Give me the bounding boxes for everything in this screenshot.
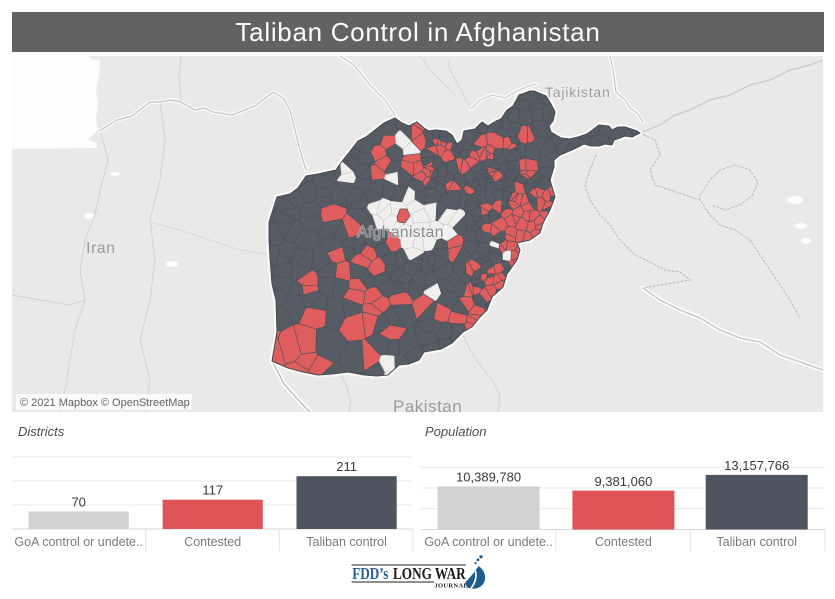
svg-text:© 2021 Mapbox © OpenStreetMap: © 2021 Mapbox © OpenStreetMap xyxy=(20,397,190,409)
svg-text:211: 211 xyxy=(336,459,357,474)
svg-text:9,381,060: 9,381,060 xyxy=(594,474,652,489)
svg-text:JOURNAL: JOURNAL xyxy=(435,583,469,590)
svg-text:Contested: Contested xyxy=(184,535,241,549)
svg-text:13,157,766: 13,157,766 xyxy=(724,458,789,473)
svg-text:FDD’s: FDD’s xyxy=(352,566,388,584)
svg-text:70: 70 xyxy=(71,495,85,510)
svg-text:Iran: Iran xyxy=(86,240,116,257)
svg-text:GoA control or undete..: GoA control or undete.. xyxy=(14,535,143,549)
svg-text:Districts: Districts xyxy=(18,424,65,439)
svg-text:10,389,780: 10,389,780 xyxy=(456,470,521,485)
svg-text:Contested: Contested xyxy=(595,535,652,549)
svg-text:LONG WAR: LONG WAR xyxy=(393,566,466,584)
svg-text:Pakistan: Pakistan xyxy=(393,397,462,412)
svg-text:Taliban control: Taliban control xyxy=(716,535,797,549)
svg-text:117: 117 xyxy=(202,483,223,498)
svg-text:Afghanistan: Afghanistan xyxy=(357,224,444,241)
svg-text:Population: Population xyxy=(425,424,486,439)
svg-text:GoA control or undete..: GoA control or undete.. xyxy=(424,535,553,549)
svg-text:Tajikistan: Tajikistan xyxy=(545,84,611,100)
svg-text:Taliban control: Taliban control xyxy=(306,535,387,549)
